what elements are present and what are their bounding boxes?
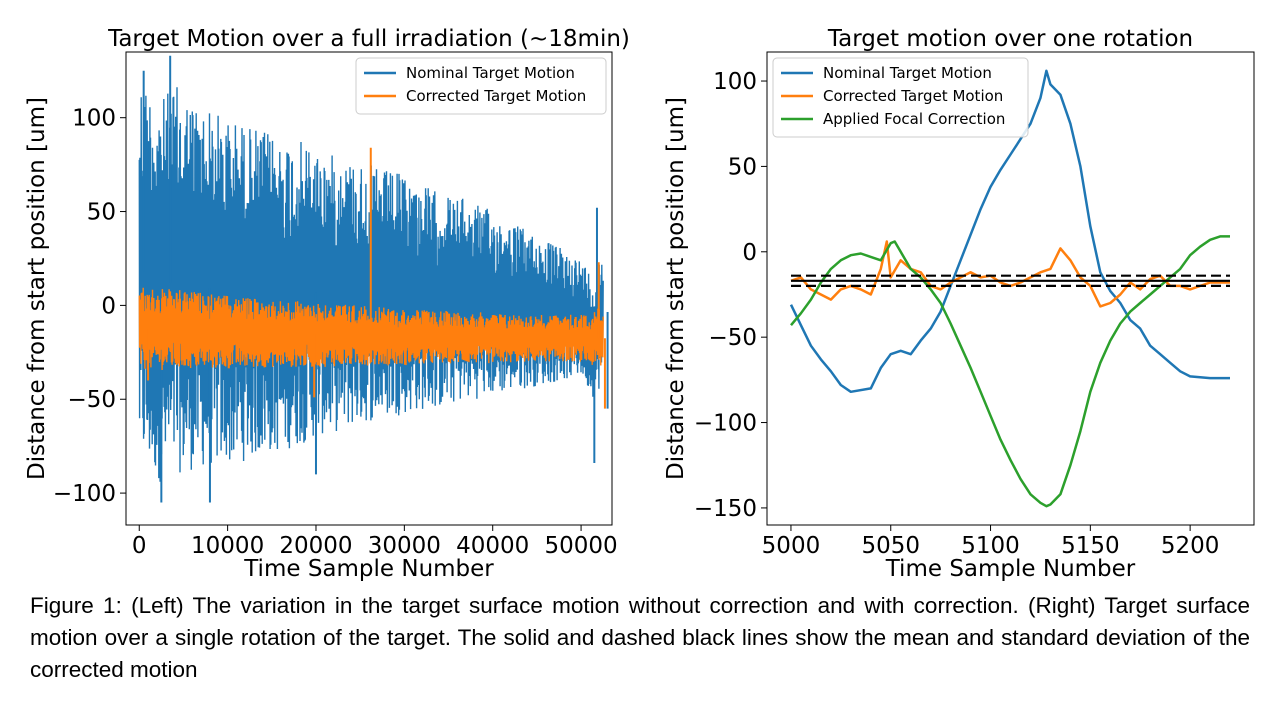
- legend: Nominal Target Motion Corrected Target Mo…: [355, 57, 607, 115]
- x-tick-label: 5150: [1061, 533, 1120, 559]
- legend: Nominal Target Motion Corrected Target Mo…: [772, 57, 1029, 138]
- y-axis-label: Distance from start position [um]: [24, 97, 50, 480]
- chart-title: Target Motion over a full irradiation (~…: [107, 26, 630, 52]
- series-line-2: [790, 240, 1230, 308]
- legend-label: Corrected Target Motion: [823, 87, 1003, 105]
- x-tick-label: 0: [132, 533, 147, 559]
- x-tick-label: 5100: [961, 533, 1020, 559]
- legend-label: Nominal Target Motion: [406, 64, 575, 82]
- y-tick-label: −50: [67, 387, 116, 413]
- x-tick-label: 40000: [456, 533, 529, 559]
- x-tick-label: 20000: [279, 533, 352, 559]
- legend-label: Corrected Target Motion: [406, 87, 586, 105]
- y-tick-label: −100: [53, 481, 116, 507]
- chart-panel-1: 0 10000 20000 30000 40000 50000 −100 −50 0 50 100 T…: [24, 26, 630, 582]
- x-tick-label: 5050: [861, 533, 920, 559]
- y-axis-label: Distance from start position [um]: [663, 97, 689, 480]
- axes-frame: [766, 51, 1255, 526]
- series-line-1: [789, 69, 1230, 394]
- y-tick-label: −50: [708, 325, 757, 351]
- y-tick-label: 50: [87, 200, 116, 226]
- x-tick-label: 5000: [762, 533, 821, 559]
- x-axis-label: Time Sample Number: [243, 556, 494, 582]
- legend-label: Nominal Target Motion: [823, 64, 992, 82]
- legend-label: Applied Focal Correction: [823, 110, 1005, 128]
- x-tick-label: 30000: [368, 533, 441, 559]
- plot-area: [138, 55, 609, 503]
- x-tick-label: 10000: [191, 533, 264, 559]
- figure: 0 10000 20000 30000 40000 50000−100−50050100T…: [24, 26, 1255, 582]
- y-tick-label: 0: [742, 240, 757, 266]
- chart-title: Target motion over one rotation: [827, 26, 1193, 52]
- axes-frame: [125, 51, 613, 526]
- y-tick-label: 100: [713, 69, 757, 95]
- y-tick-label: −100: [694, 411, 757, 437]
- plot-area: [789, 69, 1230, 508]
- chart-panel-2: 5000 5050 5100 5150 5200 −150 −100 −50 0 50 100 Tar…: [663, 26, 1255, 582]
- y-tick-label: 50: [728, 154, 757, 180]
- x-tick-label: 5200: [1161, 533, 1220, 559]
- series-line-3: [790, 235, 1230, 508]
- x-axis-label: Time Sample Number: [885, 556, 1136, 582]
- y-tick-label: 100: [72, 106, 116, 132]
- y-tick-label: 0: [101, 293, 116, 319]
- y-tick-label: −150: [694, 496, 757, 522]
- x-tick-label: 50000: [544, 533, 617, 559]
- figure-caption: Figure 1: (Left) The variation in the ta…: [30, 593, 1250, 682]
